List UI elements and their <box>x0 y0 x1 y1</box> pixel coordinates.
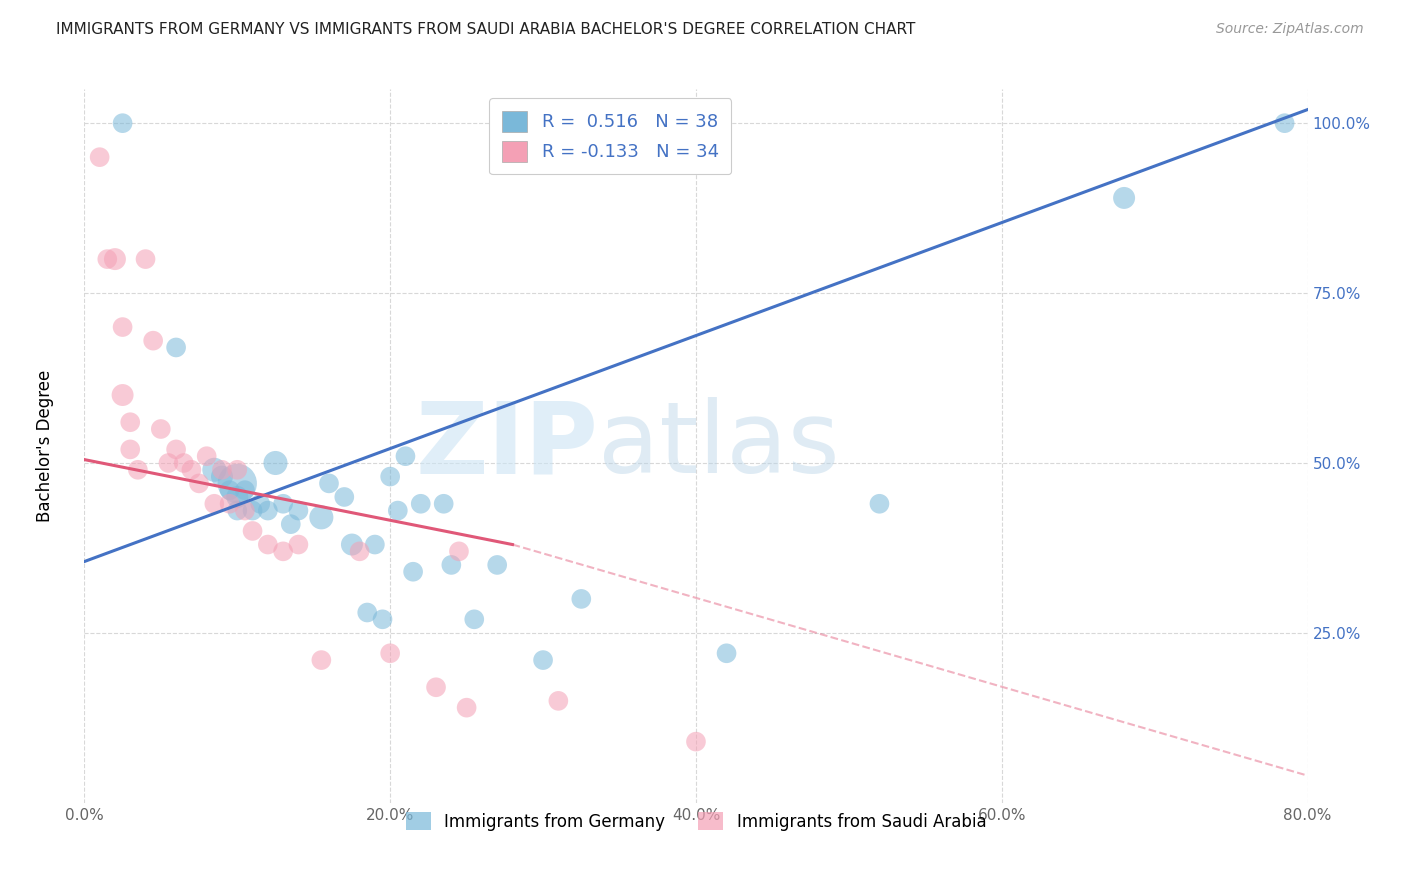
Point <box>311 510 333 524</box>
Point <box>340 537 363 551</box>
Point <box>226 463 249 477</box>
Point <box>218 483 240 498</box>
Point <box>387 503 409 517</box>
Point <box>486 558 509 572</box>
Point <box>685 734 707 748</box>
Point <box>89 150 111 164</box>
Point <box>380 469 402 483</box>
Point <box>440 558 463 572</box>
Point <box>318 476 340 491</box>
Point <box>311 653 333 667</box>
Point <box>356 606 378 620</box>
Point <box>202 497 225 511</box>
Point <box>547 694 569 708</box>
Point <box>111 320 134 334</box>
Point <box>380 646 402 660</box>
Point <box>371 612 394 626</box>
Point <box>195 449 218 463</box>
Point <box>364 537 387 551</box>
Point <box>433 497 456 511</box>
Point <box>165 442 187 457</box>
Point <box>456 700 478 714</box>
Point <box>242 524 264 538</box>
Point <box>120 442 142 457</box>
Text: Bachelor's Degree: Bachelor's Degree <box>37 370 53 522</box>
Point <box>257 537 280 551</box>
Point <box>127 463 149 477</box>
Point <box>1114 191 1136 205</box>
Text: Source: ZipAtlas.com: Source: ZipAtlas.com <box>1216 22 1364 37</box>
Point <box>333 490 356 504</box>
Point <box>165 341 187 355</box>
Point <box>869 497 891 511</box>
Point <box>96 252 118 266</box>
Point <box>280 517 302 532</box>
Point <box>463 612 485 626</box>
Point <box>233 483 256 498</box>
Point <box>218 497 240 511</box>
Point <box>104 252 127 266</box>
Point <box>1274 116 1296 130</box>
Point <box>569 591 592 606</box>
Point <box>447 544 470 558</box>
Point <box>287 503 309 517</box>
Point <box>242 503 264 517</box>
Point <box>394 449 416 463</box>
Point <box>226 503 249 517</box>
Point <box>173 456 195 470</box>
Point <box>202 463 225 477</box>
Point <box>271 497 294 511</box>
Point <box>226 490 249 504</box>
Point <box>180 463 202 477</box>
Point <box>233 503 256 517</box>
Point <box>402 565 425 579</box>
Point <box>226 476 249 491</box>
Point <box>211 463 233 477</box>
Point <box>409 497 432 511</box>
Point <box>142 334 165 348</box>
Point <box>111 388 134 402</box>
Point <box>287 537 309 551</box>
Point <box>349 544 371 558</box>
Point <box>271 544 294 558</box>
Point <box>425 680 447 694</box>
Text: ZIP: ZIP <box>415 398 598 494</box>
Legend: Immigrants from Germany, Immigrants from Saudi Arabia: Immigrants from Germany, Immigrants from… <box>399 805 993 838</box>
Text: atlas: atlas <box>598 398 839 494</box>
Point <box>264 456 287 470</box>
Text: IMMIGRANTS FROM GERMANY VS IMMIGRANTS FROM SAUDI ARABIA BACHELOR'S DEGREE CORREL: IMMIGRANTS FROM GERMANY VS IMMIGRANTS FR… <box>56 22 915 37</box>
Point <box>120 415 142 429</box>
Point <box>257 503 280 517</box>
Point <box>531 653 554 667</box>
Point <box>135 252 157 266</box>
Point <box>716 646 738 660</box>
Point <box>149 422 172 436</box>
Point <box>157 456 180 470</box>
Point <box>188 476 211 491</box>
Point <box>249 497 271 511</box>
Point <box>111 116 134 130</box>
Point <box>211 469 233 483</box>
